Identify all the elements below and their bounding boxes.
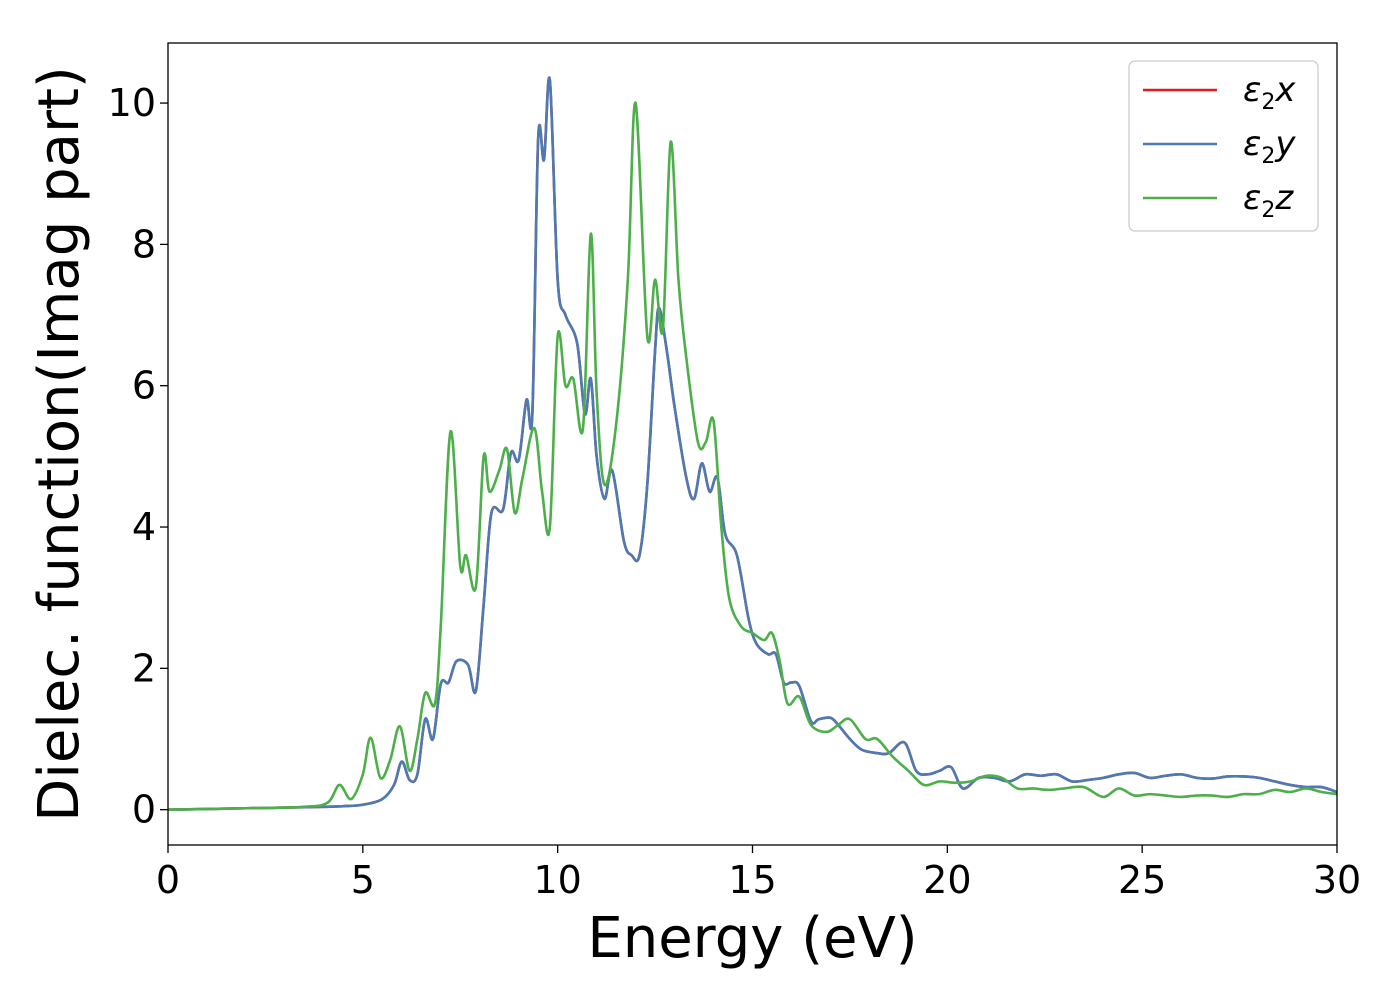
series-line-z — [167, 101, 1338, 811]
legend-symbol: ε — [1243, 178, 1261, 218]
x-tick-label: 20 — [923, 858, 971, 902]
y-axis: 0 2 4 6 8 10 — [108, 81, 168, 832]
series-line-y — [167, 76, 1338, 811]
x-tick-label: 5 — [351, 858, 375, 902]
y-tick-label: 4 — [132, 505, 156, 549]
legend-label-y: ε2y — [1243, 124, 1296, 169]
x-tick-label: 15 — [728, 858, 776, 902]
x-axis: 0 5 10 15 20 25 30 — [156, 845, 1361, 902]
y-tick-label: 0 — [132, 788, 156, 832]
x-tick-label: 25 — [1118, 858, 1166, 902]
plot-area — [167, 76, 1338, 811]
y-tick-label: 8 — [132, 222, 156, 266]
legend-component: y — [1274, 124, 1296, 164]
legend-symbol: ε — [1243, 70, 1261, 110]
x-tick-label: 10 — [533, 858, 581, 902]
legend-symbol: ε — [1243, 124, 1261, 164]
legend-label-x: ε2x — [1243, 70, 1296, 115]
x-axis-title: Energy (eV) — [587, 906, 917, 971]
legend-component: z — [1274, 178, 1294, 218]
y-axis-title: Dielec. function(Imag part) — [27, 66, 92, 822]
legend-subscript: 2 — [1261, 90, 1275, 115]
y-tick-label: 10 — [108, 81, 156, 125]
legend-label-z: ε2z — [1243, 178, 1294, 223]
x-tick-label: 0 — [156, 858, 180, 902]
legend-subscript: 2 — [1261, 198, 1275, 223]
legend-subscript: 2 — [1261, 144, 1275, 169]
legend-box — [1128, 60, 1319, 232]
legend-component: x — [1274, 70, 1296, 110]
y-tick-label: 6 — [132, 364, 156, 408]
x-tick-label: 30 — [1313, 858, 1361, 902]
y-tick-label: 2 — [132, 646, 156, 690]
